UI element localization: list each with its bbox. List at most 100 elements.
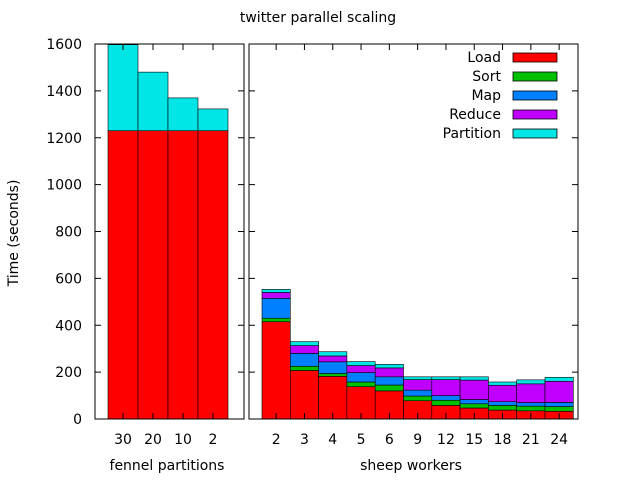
bar-map-9 — [403, 389, 433, 397]
bar-partition-4 — [318, 351, 348, 357]
bar-sort-21 — [516, 405, 546, 412]
x-tick-label: 20 — [144, 432, 162, 448]
bar-sort-2 — [261, 317, 291, 323]
bar-map-15 — [459, 399, 489, 405]
bar-partition-9 — [403, 376, 433, 380]
bar-load-30 — [107, 130, 139, 420]
legend-swatch-load — [512, 52, 558, 63]
bar-map-3 — [289, 353, 319, 367]
legend-swatch-sort — [512, 71, 558, 82]
bar-load-10 — [167, 130, 199, 420]
legend-label-reduce: Reduce — [449, 107, 501, 123]
panel-fennel-partitions: 30 20 10 2 — [94, 43, 245, 448]
bar-partition-6 — [374, 364, 404, 369]
bar-load-2 — [197, 130, 229, 420]
bar-partition-21 — [516, 379, 546, 385]
bar-load-3 — [289, 370, 319, 420]
legend-label-map: Map — [471, 88, 501, 104]
y-tick-label: 1200 — [46, 131, 82, 147]
bar-map-18 — [488, 401, 517, 406]
bar-sort-3 — [289, 365, 319, 371]
bar-partition-24 — [544, 376, 574, 382]
bar-map-6 — [374, 376, 404, 386]
bar-sort-9 — [403, 395, 433, 402]
bar-reduce-2 — [261, 292, 291, 299]
plot-frame — [248, 43, 579, 420]
chart-title: twitter parallel scaling — [240, 10, 396, 26]
bar-partition-15 — [459, 376, 489, 381]
bar-sort-4 — [318, 373, 348, 377]
x-tick-label: 9 — [413, 432, 422, 448]
bar-reduce-24 — [544, 380, 574, 403]
y-tick-label: 1000 — [46, 178, 82, 194]
bar-partition-3 — [289, 341, 319, 346]
bar-partition-30 — [107, 44, 139, 132]
plot-frame — [94, 43, 245, 420]
bar-partition-20 — [137, 71, 169, 132]
x-tick-label: 30 — [114, 432, 132, 448]
bar-reduce-18 — [488, 384, 517, 402]
bar-reduce-3 — [289, 345, 319, 354]
x-tick-label: 15 — [465, 432, 483, 448]
y-axis-ticks: 0 200 400 600 800 1000 1200 1400 1600 — [46, 37, 578, 428]
panel-sheep-workers: 2 3 4 5 6 9 12 15 18 21 24 — [248, 43, 579, 448]
bar-map-21 — [516, 402, 546, 407]
x-tick-label: 24 — [550, 432, 568, 448]
bar-sort-24 — [544, 406, 574, 412]
bar-map-12 — [431, 395, 461, 401]
x-tick-label: 4 — [328, 432, 337, 448]
legend-label-sort: Sort — [472, 69, 501, 85]
y-tick-label: 600 — [55, 271, 82, 287]
bar-map-4 — [318, 361, 348, 374]
x-tick-label: 5 — [357, 432, 366, 448]
bar-reduce-9 — [403, 379, 433, 391]
bar-partition-2 — [197, 108, 229, 132]
bar-sort-15 — [459, 403, 489, 409]
bar-partition-12 — [431, 376, 461, 380]
x-tick-label: 12 — [437, 432, 455, 448]
bar-reduce-15 — [459, 379, 489, 400]
legend-label-load: Load — [467, 50, 501, 66]
legend-swatch-partition — [512, 128, 558, 139]
legend-swatch-reduce — [512, 109, 558, 120]
bar-sort-5 — [346, 381, 376, 387]
x-tick-label: 18 — [494, 432, 512, 448]
y-tick-label: 400 — [55, 318, 82, 334]
bar-reduce-5 — [346, 365, 376, 373]
bar-reduce-21 — [516, 383, 546, 403]
bar-reduce-4 — [318, 355, 348, 363]
x-tick-label: 2 — [272, 432, 281, 448]
x-tick-label: 6 — [385, 432, 394, 448]
bar-map-24 — [544, 402, 574, 407]
bar-partition-2 — [261, 289, 291, 293]
bar-load-4 — [318, 376, 348, 420]
legend-label-partition: Partition — [443, 126, 501, 142]
bar-partition-5 — [346, 361, 376, 366]
x-tick-label: 21 — [522, 432, 540, 448]
x-tick-label: 10 — [174, 432, 192, 448]
bar-reduce-6 — [374, 367, 404, 378]
x-tick-label: 3 — [300, 432, 309, 448]
bar-reduce-12 — [431, 379, 461, 396]
bar-load-2 — [261, 321, 291, 420]
x-axis-label-fennel: fennel partitions — [110, 458, 225, 474]
bar-partition-10 — [167, 97, 199, 132]
x-tick-label: 2 — [209, 432, 218, 448]
y-tick-label: 200 — [55, 365, 82, 381]
bar-map-2 — [261, 297, 291, 319]
bar-sort-6 — [374, 384, 404, 392]
y-tick-label: 1600 — [46, 37, 82, 53]
y-tick-label: 1400 — [46, 84, 82, 100]
bar-load-20 — [137, 130, 169, 420]
legend: Load Sort Map Reduce Partition — [443, 50, 558, 142]
y-tick-label: 0 — [73, 412, 82, 428]
bar-sort-18 — [488, 405, 517, 411]
bar-map-5 — [346, 372, 376, 383]
bar-sort-12 — [431, 399, 461, 406]
bar-partition-18 — [488, 381, 517, 386]
y-axis-label: Time (seconds) — [6, 180, 22, 288]
y-tick-label: 800 — [55, 225, 82, 241]
legend-swatch-map — [512, 90, 558, 101]
x-axis-label-sheep: sheep workers — [360, 458, 462, 474]
